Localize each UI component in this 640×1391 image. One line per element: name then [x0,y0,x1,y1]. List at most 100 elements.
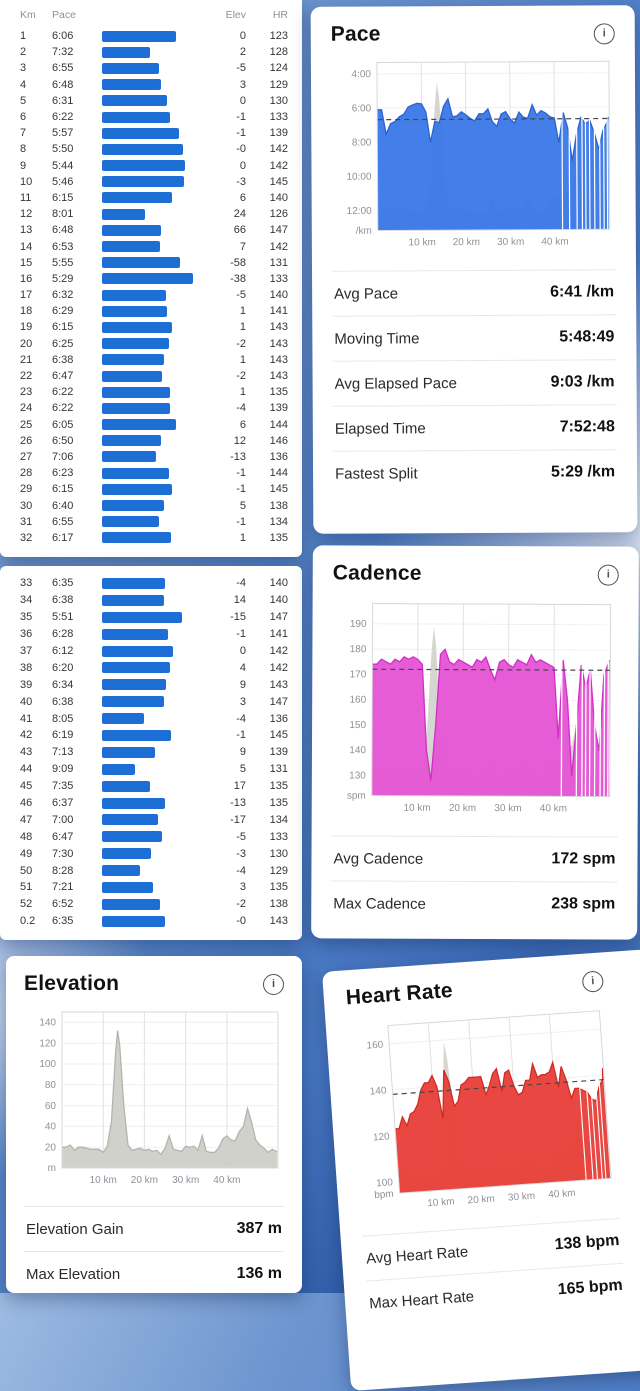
split-elev: 0 [239,30,246,43]
split-row: 17 6:32 -5 140 [20,287,288,303]
stat-row: Avg Pace 6:41 /km [332,269,617,316]
split-pace: 6:35 [52,577,74,590]
split-pace-bar [102,696,165,708]
split-km: 25 [20,418,33,431]
split-row: 41 8:05 -4 136 [20,710,288,727]
col-header-km: Km [20,9,36,21]
split-hr: 141 [269,305,288,318]
split-bar-track [102,628,196,640]
split-row: 45 7:35 17 135 [20,778,288,795]
split-elev: 7 [239,240,246,253]
split-pace-bar [102,208,145,220]
split-pace-bar [102,224,162,236]
split-elev: -2 [236,337,246,350]
split-bar-track [102,370,196,382]
split-elev: 1 [239,531,246,544]
info-icon[interactable]: i [581,969,605,993]
cadence-chart: 190 180 170 160 150 140 130 spm 10 km 20 km 30 km 4… [332,593,619,826]
pace-chart: 4:00 6:00 8:00 10:00 12:00/km 10 km 20 km 30 km… [331,53,616,260]
split-hr: 146 [269,434,288,447]
split-km: 6 [20,111,27,124]
split-pace: 6:06 [52,30,74,43]
svg-text:30 km: 30 km [494,803,521,814]
split-pace: 6:29 [52,305,74,318]
split-bar-track [102,305,196,317]
split-km: 18 [20,305,33,318]
split-bar-track [102,321,196,333]
split-bar-track [102,338,196,350]
split-pace: 6:48 [52,224,74,237]
split-elev: -1 [236,467,246,480]
svg-text:60: 60 [45,1101,57,1112]
split-row: 9 5:44 0 142 [20,158,288,174]
split-row: 23 6:22 1 135 [20,384,288,400]
split-hr: 147 [269,611,288,624]
svg-text:140: 140 [349,745,366,756]
stat-label: Avg Pace [334,284,399,303]
split-km: 43 [20,746,33,759]
split-pace: 6:47 [52,370,74,383]
split-row: 36 6:28 -1 141 [20,626,288,643]
split-elev: 0 [239,645,246,657]
split-pace-bar [102,662,171,674]
split-bar-track [102,62,196,74]
split-elev: -15 [230,611,246,624]
split-bar-track [102,127,196,139]
split-pace-bar [102,435,161,447]
split-pace-bar [102,746,155,758]
split-km: 32 [20,531,33,544]
split-hr: 128 [269,46,288,59]
split-row: 32 6:17 1 135 [20,530,288,546]
split-row: 4 6:48 3 129 [20,77,288,93]
split-hr: 126 [269,208,288,221]
split-hr: 123 [269,30,288,43]
split-elev: -1 [236,729,246,742]
split-elev: -38 [230,272,246,285]
split-row: 48 6:47 -5 133 [20,828,288,845]
split-pace-bar [102,289,167,301]
split-elev: 12 [233,434,246,447]
split-pace-bar [102,729,171,741]
split-row: 51 7:21 3 135 [20,879,288,896]
pace-card: Pace i 4:00 6:00 8:00 10:00 12:00/km 10 km 20 … [310,5,638,534]
svg-text:30 km: 30 km [497,237,524,248]
split-hr: 145 [269,175,288,188]
split-km: 37 [20,645,33,657]
split-bar-track [102,111,196,123]
svg-text:180: 180 [350,644,367,655]
info-icon[interactable]: i [593,22,615,44]
split-pace: 6:22 [52,386,74,399]
split-bar-track [102,241,196,253]
split-km: 51 [20,881,33,894]
split-row: 20 6:25 -2 143 [20,336,288,352]
stat-label: Max Heart Rate [368,1287,475,1312]
split-hr: 143 [269,678,288,691]
pace-stats: Avg Pace 6:41 /km Moving Time 5:48:49 Avg El… [332,269,618,496]
pace-card-header: Pace i [331,21,615,46]
split-elev: -58 [230,256,246,269]
split-hr: 142 [269,645,288,657]
split-row: 38 6:20 4 142 [20,659,288,676]
split-pace-bar [102,763,135,775]
split-km: 17 [20,289,33,302]
split-pace: 7:35 [52,780,74,793]
svg-text:m: m [48,1163,56,1174]
split-pace: 5:46 [52,175,74,188]
split-pace: 6:15 [52,483,74,496]
split-hr: 124 [269,62,288,75]
info-icon[interactable]: i [597,564,619,586]
split-row: 11 6:15 6 140 [20,190,288,206]
stat-value: 165 bpm [557,1276,624,1299]
info-icon[interactable]: i [263,973,284,995]
split-elev: 9 [239,678,246,691]
svg-text:40 km: 40 km [540,803,567,814]
split-hr: 135 [269,780,288,793]
split-pace: 8:05 [52,712,74,725]
stat-label: Fastest Split [335,464,418,483]
split-hr: 135 [269,386,288,399]
stat-label: Max Elevation [26,1265,121,1283]
split-pace-bar [102,898,161,910]
split-bar-track [102,419,196,431]
split-elev: -2 [236,370,246,383]
svg-text:10 km: 10 km [427,1196,455,1209]
